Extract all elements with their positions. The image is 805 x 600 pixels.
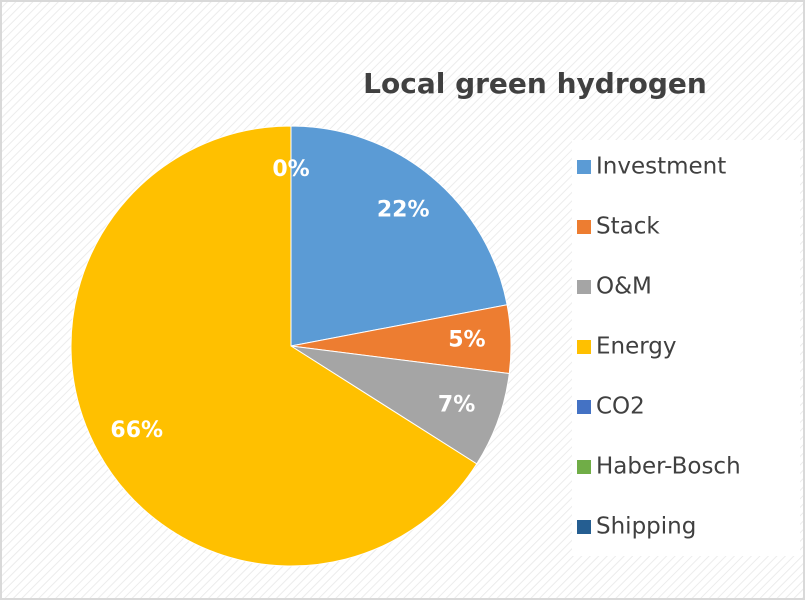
chart-title: Local green hydrogen <box>363 67 707 100</box>
data-label: 66% <box>110 418 163 443</box>
data-label: 5% <box>448 327 485 352</box>
legend-label: Energy <box>596 334 677 360</box>
legend-swatch <box>577 340 591 354</box>
legend-label: O&M <box>596 274 652 300</box>
legend-swatch <box>577 220 591 234</box>
legend-swatch <box>577 460 591 474</box>
data-label: 22% <box>377 197 430 222</box>
data-label: 0% <box>272 157 309 182</box>
legend-swatch <box>577 520 591 534</box>
legend-swatch <box>577 280 591 294</box>
legend-label: CO2 <box>596 394 645 420</box>
legend-label: Investment <box>596 154 726 180</box>
legend-label: Haber-Bosch <box>596 454 741 480</box>
legend-label: Shipping <box>596 514 696 540</box>
pie-slice <box>70 125 478 567</box>
legend-box <box>572 140 800 556</box>
legend-swatch <box>577 160 591 174</box>
pie-slice <box>290 125 508 347</box>
data-label: 7% <box>438 393 475 418</box>
legend-swatch <box>577 400 591 414</box>
legend-label: Stack <box>596 214 660 240</box>
